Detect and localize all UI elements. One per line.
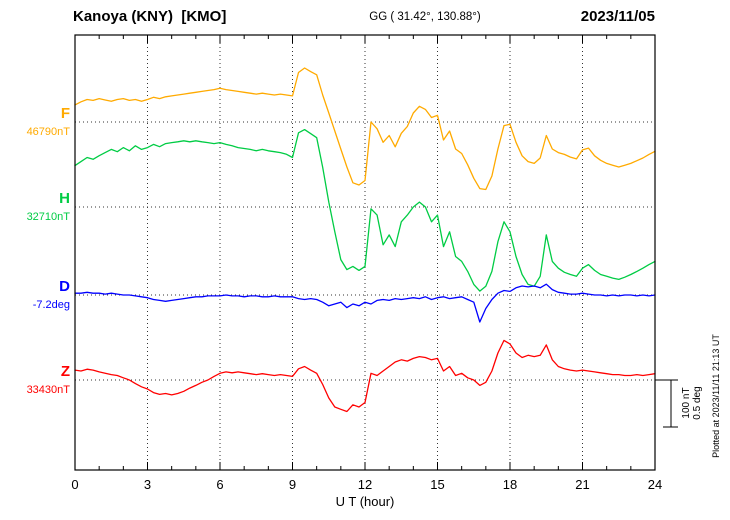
station-title: Kanoya (KNY) [KMO] [73,8,227,25]
comp-value-H: 32710nT [26,211,70,223]
x-tick-label: 24 [648,477,662,492]
plot-frame [74,34,656,471]
plot-date: 2023/11/05 [580,8,655,25]
x-tick-label: 15 [430,477,444,492]
comp-label-F: F [60,105,70,122]
x-tick-label: 0 [71,477,78,492]
x-tick-label: 18 [503,477,517,492]
x-tick-label: 9 [289,477,296,492]
x-tick-label: 12 [358,477,372,492]
x-tick-label: 21 [575,477,589,492]
comp-label-H: H [59,190,70,207]
series-F-line [74,67,656,191]
x-tick-label: 3 [144,477,151,492]
x-axis-label: U T (hour) [335,494,395,509]
scale-label-nt: 100 nT [681,387,692,418]
scale-label-deg: 0.5 deg [692,386,703,419]
comp-value-F: 46790nT [26,126,70,138]
series-Z-line [74,339,656,413]
comp-value-D: -7.2deg [32,299,70,311]
comp-label-D: D [59,278,70,295]
series-D-line [74,283,656,323]
comp-label-Z: Z [60,363,70,380]
geo-coordinates: GG ( 31.42°, 130.88°) [369,11,481,23]
x-tick-label: 6 [216,477,223,492]
plot-dynamic-layer: 0 3 6 9 12 15 18 21 24 [71,34,662,492]
series-H-line [74,128,656,292]
plotted-at-note: Plotted at 2023/11/11 21:13 UT [711,334,721,458]
comp-value-Z: 33430nT [26,384,70,396]
